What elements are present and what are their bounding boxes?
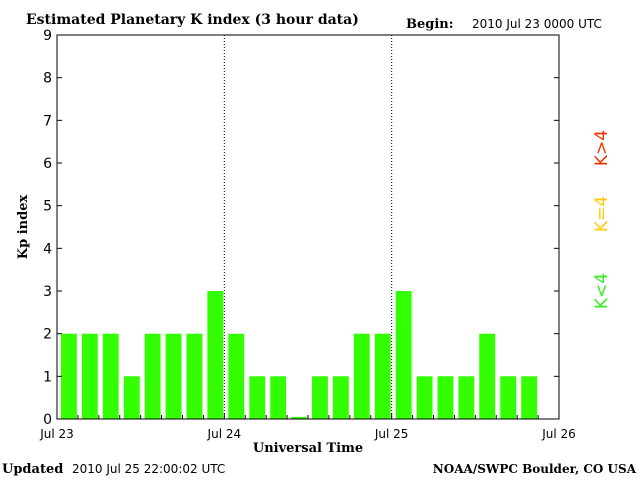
kp-bar [81, 333, 98, 419]
y-tick-label: 1 [43, 369, 52, 385]
legend-k-above-4: K>4 [592, 130, 612, 166]
updated-value: 2010 Jul 25 22:00:02 UTC [72, 462, 225, 476]
updated-label: Updated [2, 462, 63, 477]
kp-bar [165, 333, 182, 419]
y-tick-label: 7 [43, 113, 52, 129]
y-tick-label: 8 [43, 71, 52, 87]
kp-bar [416, 376, 433, 419]
kp-bar [395, 291, 412, 419]
y-tick-label: 5 [43, 199, 52, 215]
begin-label: Begin: [406, 17, 454, 32]
kp-bar [353, 333, 370, 419]
kp-bar [123, 376, 140, 419]
bars-group [61, 291, 538, 419]
kp-bar [249, 376, 266, 419]
y-axis-label: Kp index [16, 195, 31, 260]
kp-bar [291, 416, 307, 419]
kp-bar [332, 376, 349, 419]
day-dividers [223, 35, 393, 419]
kp-bar [458, 376, 475, 419]
kp-bar [102, 333, 119, 419]
legend-k-equal-4: K=4 [592, 196, 612, 232]
kp-bar [207, 291, 224, 419]
y-tick-label: 6 [43, 156, 52, 172]
x-axis: Jul 23 Jul 24 Jul 25 Jul 26 [39, 413, 576, 441]
credit-text: NOAA/SWPC Boulder, CO USA [433, 462, 637, 476]
y-tick-label: 9 [43, 28, 52, 44]
kp-bar [521, 376, 538, 419]
kp-bar [186, 333, 203, 419]
y-tick-label: 4 [43, 241, 52, 257]
x-axis-label: Universal Time [253, 441, 363, 456]
x-tick-label: Jul 23 [39, 427, 74, 441]
y-tick-label: 2 [43, 327, 52, 343]
x-tick-label: Jul 26 [541, 427, 576, 441]
kp-bar [500, 376, 517, 419]
x-tick-label: Jul 25 [374, 427, 409, 441]
kp-bar [228, 333, 245, 419]
legend-k-below-4: K<4 [592, 273, 612, 309]
y-tick-label: 3 [43, 284, 52, 300]
kp-bar [61, 333, 77, 419]
kp-bar [437, 376, 454, 419]
kp-bar [270, 376, 287, 419]
kp-bar [479, 333, 496, 419]
kp-bar [144, 333, 161, 419]
chart-title: Estimated Planetary K index (3 hour data… [26, 12, 359, 28]
kp-bar [374, 333, 391, 419]
begin-value: 2010 Jul 23 0000 UTC [472, 17, 602, 31]
kp-bar [312, 376, 328, 419]
y-axis: 0 1 2 3 4 5 6 7 8 9 [43, 28, 559, 428]
y-tick-label: 0 [43, 412, 52, 428]
x-tick-label: Jul 24 [207, 427, 242, 441]
